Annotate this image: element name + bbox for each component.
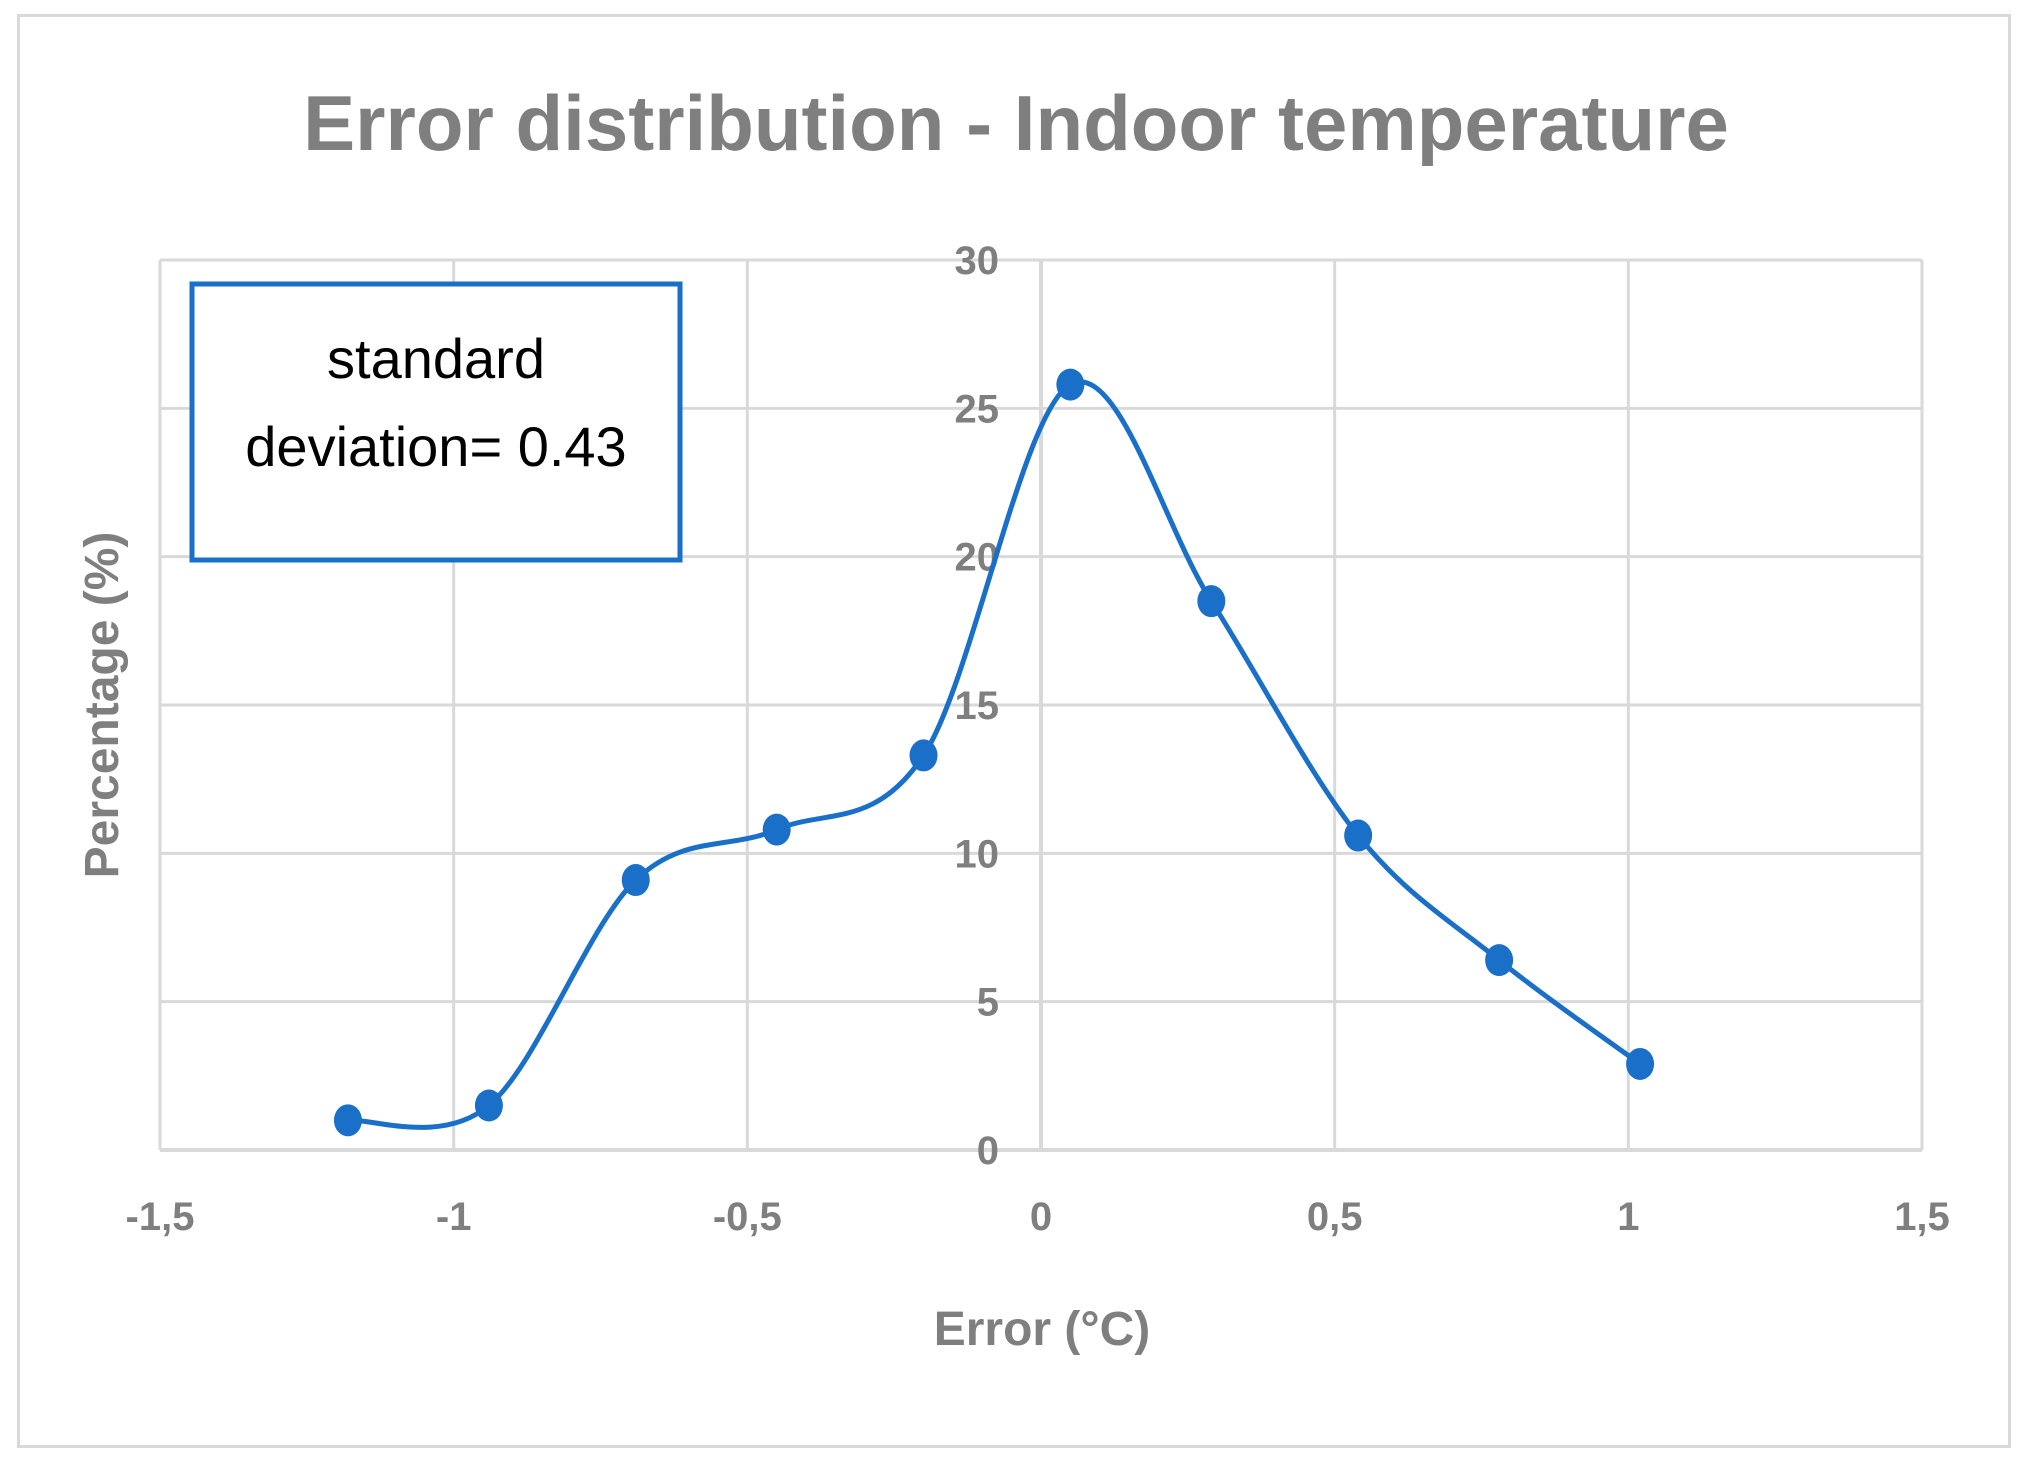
- annotation-line-1: standard: [327, 327, 545, 390]
- x-tick-label: 1: [1617, 1195, 1639, 1239]
- data-point: [1485, 944, 1514, 977]
- y-tick-label: 30: [955, 239, 1000, 283]
- data-point: [1626, 1047, 1655, 1080]
- chart-frame: [17, 14, 2011, 1448]
- y-tick-label: 0: [977, 1129, 999, 1173]
- y-tick-label: 15: [955, 684, 1000, 728]
- annotation-border: [189, 281, 683, 563]
- y-axis-title: Percentage (%): [76, 532, 129, 879]
- chart-title: Error distribution - Indoor temperature: [303, 79, 1729, 167]
- y-tick-label: 25: [955, 387, 1000, 431]
- data-point: [474, 1089, 503, 1122]
- data-point: [1197, 585, 1226, 618]
- annotation-box: standard deviation= 0.43: [189, 281, 683, 563]
- x-tick-label: -0,5: [713, 1195, 782, 1239]
- x-tick-label: -1: [436, 1195, 472, 1239]
- x-tick-label: -1,5: [126, 1195, 195, 1239]
- series-line: [347, 379, 1642, 1130]
- data-point: [762, 813, 791, 846]
- data-point: [333, 1104, 362, 1137]
- data-point: [909, 739, 938, 772]
- x-tick-label: 1,5: [1894, 1195, 1950, 1239]
- y-tick-label: 5: [977, 981, 999, 1025]
- data-point: [1344, 819, 1373, 852]
- y-tick-label: 10: [955, 832, 1000, 876]
- annotation-line-2: deviation= 0.43: [245, 415, 626, 478]
- x-tick-label: 0: [1030, 1195, 1052, 1239]
- data-point: [621, 864, 650, 897]
- series: [333, 368, 1655, 1137]
- axes: [160, 260, 1922, 1152]
- x-tick-label: 0,5: [1307, 1195, 1363, 1239]
- data-point: [1056, 368, 1085, 401]
- x-axis-title: Error (°C): [934, 1303, 1151, 1356]
